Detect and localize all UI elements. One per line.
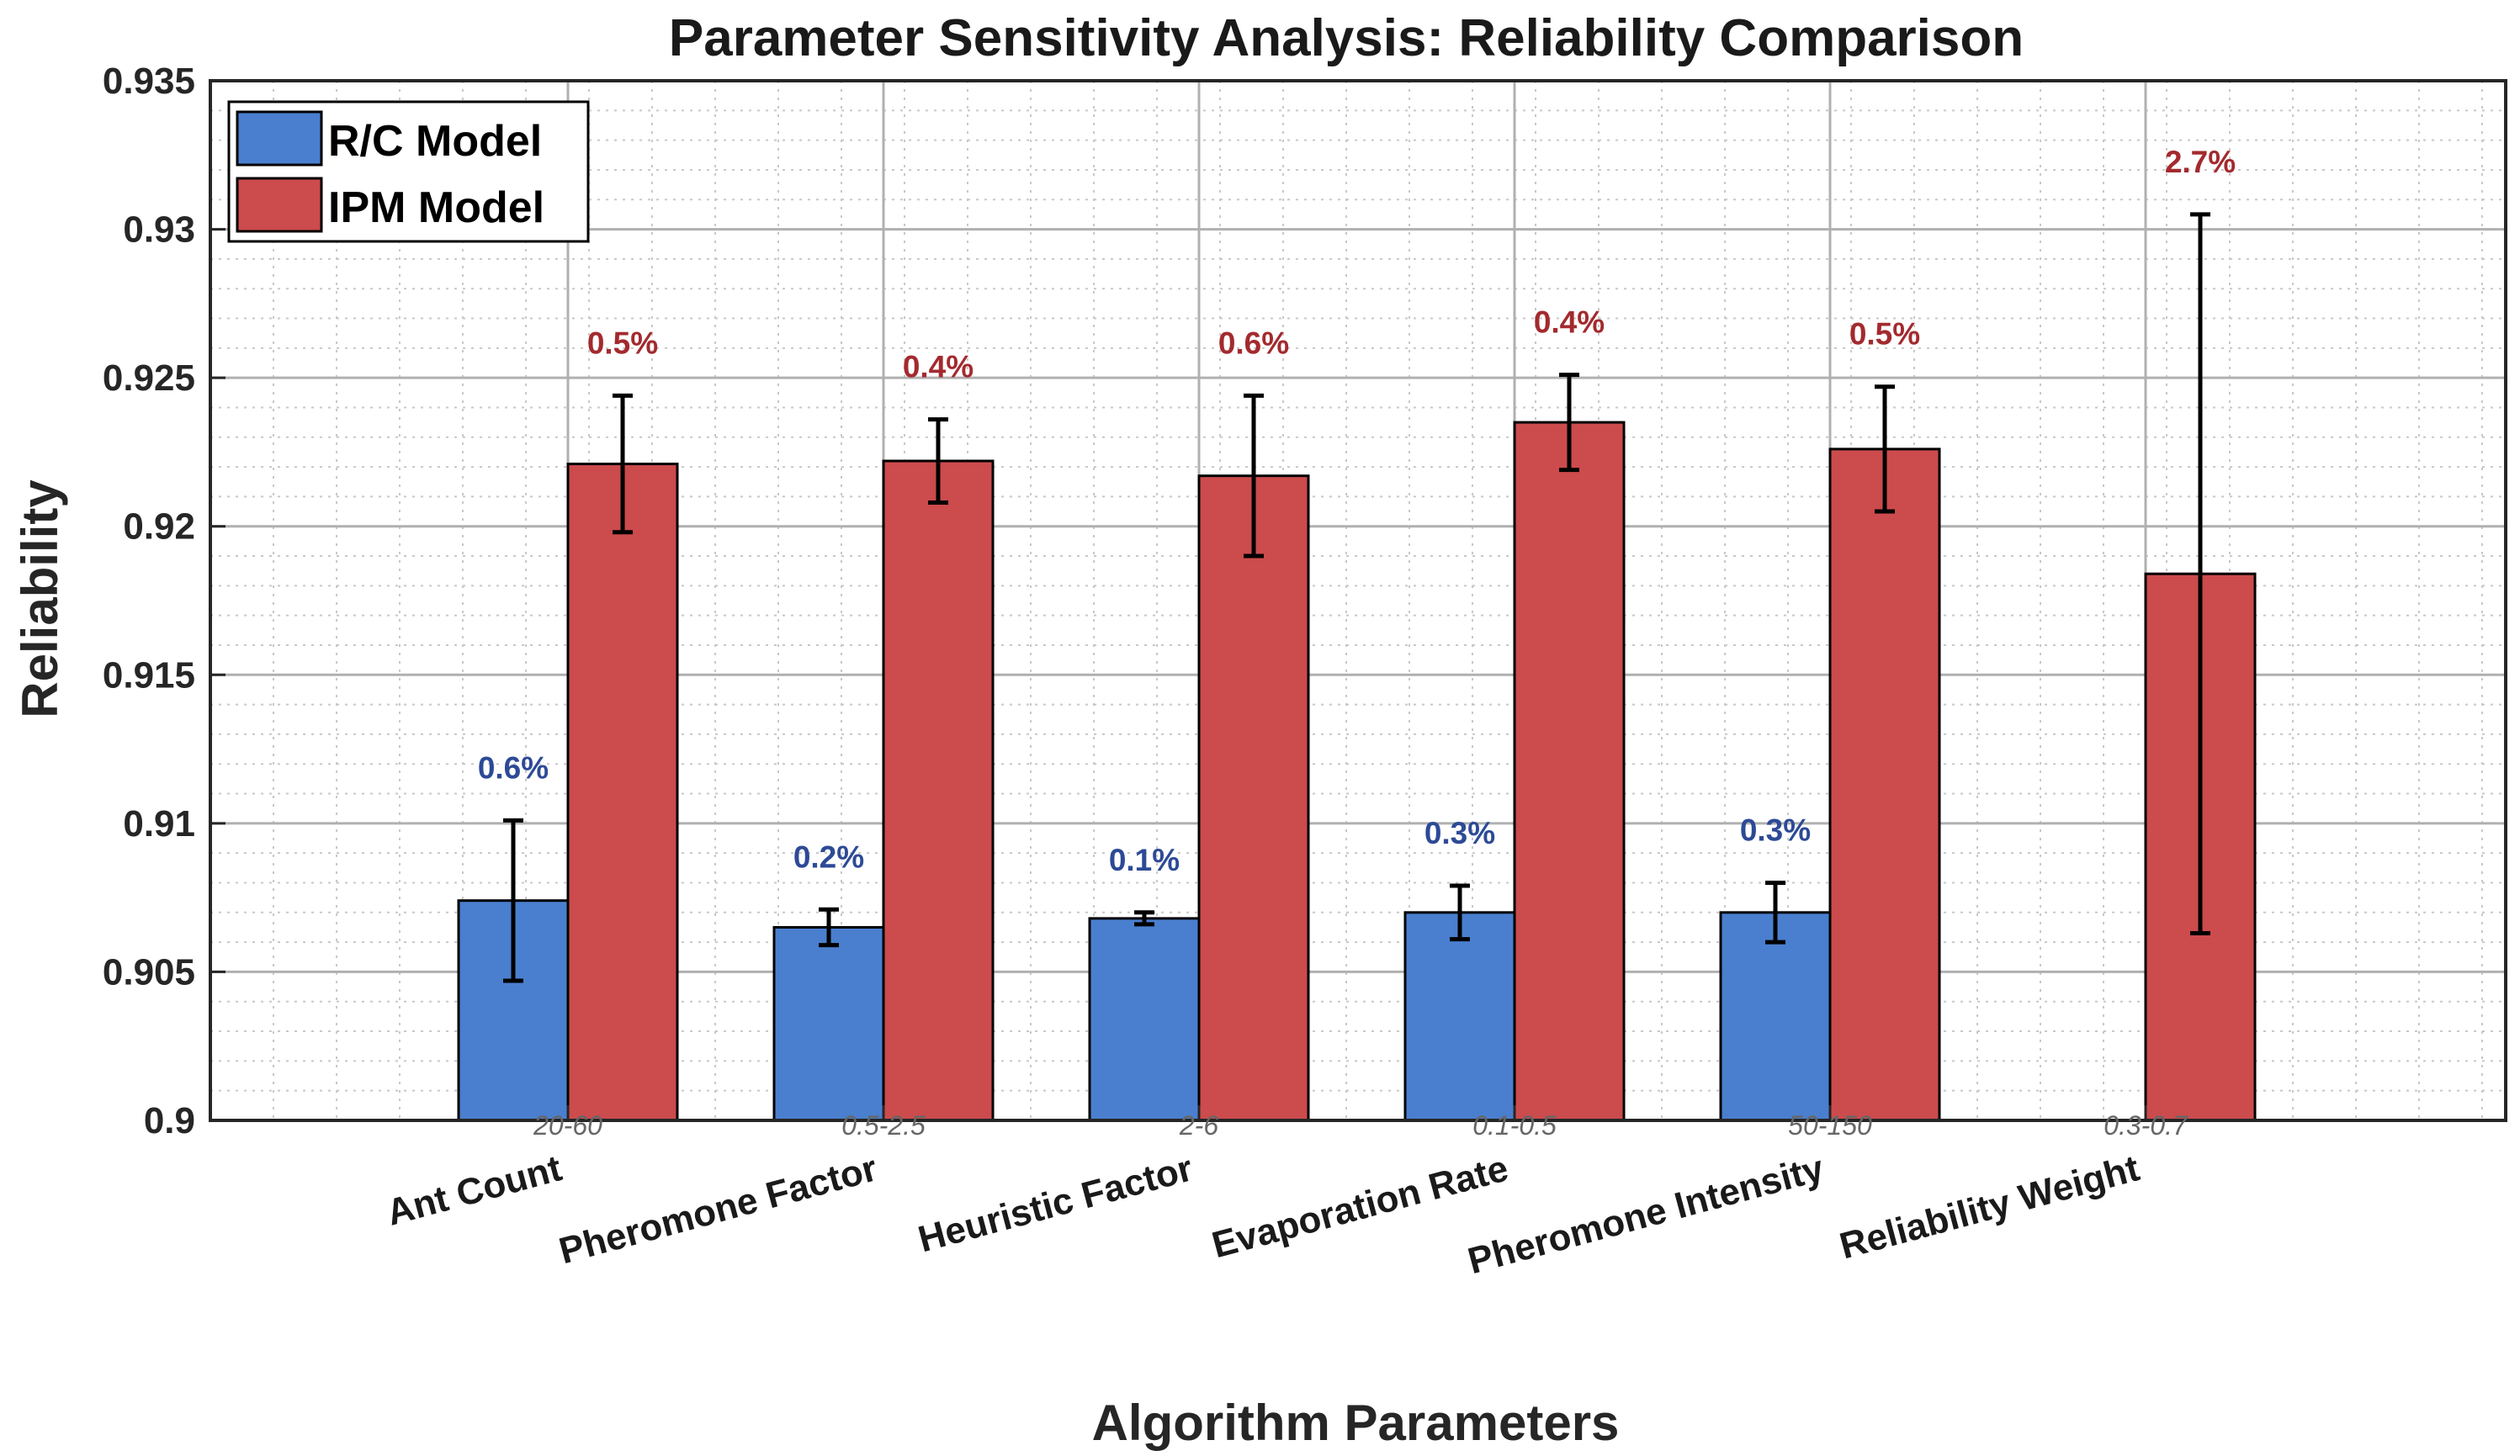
data-label-ipm: 2.7% [2165,145,2236,179]
data-label-rc: 0.1% [1109,843,1180,877]
range-label: 0.5-2.5 [841,1110,926,1141]
legend-swatch-rc [236,110,323,167]
range-label: 50-150 [1788,1110,1872,1141]
y-tick-label: 0.935 [103,61,195,102]
bar-ipm [1828,447,1941,1122]
y-tick-label: 0.925 [103,357,195,399]
plot-frame [209,79,2507,1122]
y-tick-label: 0.9 [144,1100,195,1141]
legend-swatch-ipm [236,177,323,233]
bar-ipm [1197,474,1310,1122]
data-label-rc: 0.2% [793,839,864,874]
error-bars [503,212,2210,983]
legend: R/C Model IPM Model [227,100,590,243]
bar-ipm [1513,421,1626,1122]
data-label-ipm: 0.5% [587,326,658,360]
legend-label-ipm: IPM Model [328,183,544,232]
data-label-ipm: 0.5% [1849,317,1920,352]
legend-label-rc: R/C Model [328,117,542,166]
bar-rc [1403,911,1516,1122]
y-tick-label: 0.93 [123,209,195,251]
bar-rc [772,925,885,1122]
data-label-ipm: 0.6% [1218,326,1289,360]
y-axis-label: Reliability [12,479,68,718]
data-label-rc: 0.6% [478,750,549,785]
bar-rc [1088,917,1201,1122]
range-label: 2-6 [1179,1110,1218,1141]
x-axis-label: Algorithm Parameters [1092,1395,1620,1451]
range-label: 20-60 [533,1110,602,1141]
range-label: 0.1-0.5 [1472,1110,1557,1141]
data-label-ipm: 0.4% [903,350,974,384]
data-label-rc: 0.3% [1424,816,1495,850]
data-label-ipm: 0.4% [1534,305,1605,340]
data-label-rc: 0.3% [1740,813,1811,847]
y-tick-label: 0.92 [123,506,195,548]
chart-title: Parameter Sensitivity Analysis: Reliabil… [669,9,2024,67]
bar-ipm [882,459,995,1122]
y-tick-label: 0.91 [123,803,195,844]
y-tick-label: 0.915 [103,654,195,696]
bar-rc [1719,911,1832,1122]
bar-ipm [566,463,679,1122]
data-labels: 0.6% 0.2% 0.1% 0.3% 0.3% 0.5% 0.4% 0.6% 0.4% 0.5%… [478,145,2236,877]
y-tick-label: 0.905 [103,951,195,993]
range-label: 0.3-0.7 [2104,1110,2188,1141]
